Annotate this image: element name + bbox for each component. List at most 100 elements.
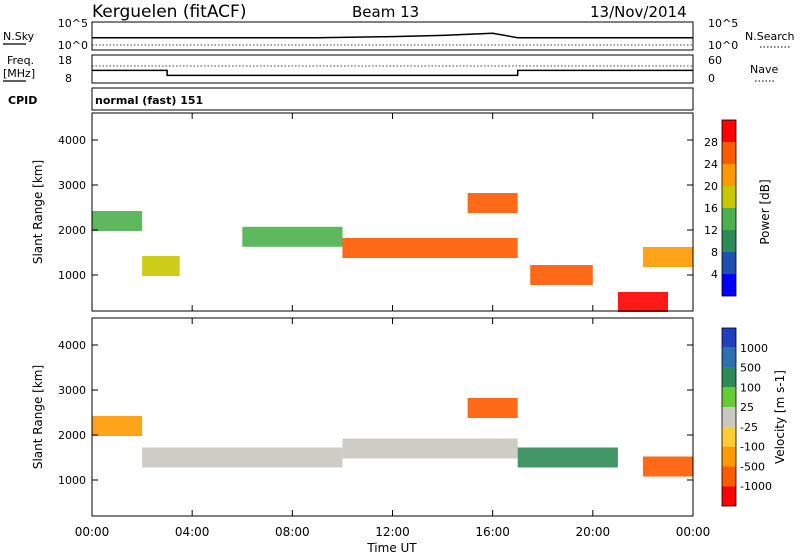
ytick-label-1: 2000 [58, 429, 86, 442]
power-feature-6 [642, 247, 693, 267]
power-colorbar-swatch-4 [722, 186, 736, 208]
power-colorbar-swatch-1 [722, 252, 736, 274]
velocity-colorbar-tick-5: -100 [740, 441, 765, 454]
nave-label: Nave [750, 63, 778, 76]
power-feature-1 [142, 256, 180, 276]
power-panel-bg [92, 113, 693, 311]
station-title: Kerguelen (fitACF) [92, 2, 246, 22]
cpid-value: normal (fast) 151 [95, 94, 203, 107]
sky-right-tick-top: 10^5 [708, 17, 738, 30]
freq-right-tick-top: 60 [708, 54, 722, 67]
xtick-label-0: 00:00 [75, 525, 110, 539]
ytick-label-3: 4000 [58, 134, 86, 147]
power-colorbar-swatch-3 [722, 208, 736, 230]
velocity-colorbar-swatch-7 [722, 466, 736, 487]
velocity-feature-3 [467, 398, 518, 418]
ytick-label-0: 1000 [58, 474, 86, 487]
velocity-colorbar-swatch-0 [722, 328, 736, 348]
power-colorbar-label: Power [dB] [758, 179, 772, 244]
time-axis: 00:00 04:00 08:00 12:00 16:00 20:00 00:00 [75, 525, 711, 539]
power-feature-3 [342, 238, 518, 258]
freq-right-tick-bottom: 0 [708, 72, 715, 85]
ytick-label-3: 4000 [58, 339, 86, 352]
ytick-label-2: 3000 [58, 179, 86, 192]
freq-left-tick-bottom: 8 [65, 72, 72, 85]
power-feature-5 [530, 265, 593, 285]
ytick-label-0: 1000 [58, 269, 86, 282]
beam-title: Beam 13 [352, 3, 419, 21]
velocity-feature-2 [342, 438, 518, 459]
velocity-colorbar-swatch-5 [722, 426, 736, 447]
velocity-colorbar-swatch-2 [722, 367, 736, 388]
sky-left-tick-bottom: 10^0 [58, 39, 88, 52]
velocity-panel: 1000 2000 3000 4000 Slant Range [km] [31, 317, 694, 517]
power-colorbar-tick-4: 20 [704, 180, 718, 193]
velocity-feature-1 [142, 447, 343, 468]
power-colorbar-swatch-2 [722, 230, 736, 252]
time-xlabel: Time UT [366, 541, 417, 554]
search-label: N.Search [745, 30, 795, 43]
freq-panel: Freq. [MHz] 18 8 60 0 Nave [3, 54, 778, 85]
power-colorbar-swatch-5 [722, 164, 736, 186]
sky-right-tick-bottom: 10^0 [708, 39, 738, 52]
velocity-ylabel: Slant Range [km] [31, 365, 45, 469]
velocity-marks [92, 398, 693, 477]
power-colorbar-swatch-7 [722, 120, 736, 142]
velocity-axes: 1000 2000 3000 4000 [58, 318, 694, 516]
power-colorbar-tick-6: 28 [704, 136, 718, 149]
xtick-label-3: 12:00 [375, 525, 410, 539]
freq-left-tick-top: 18 [58, 54, 72, 67]
power-colorbar-swatch-0 [722, 274, 736, 296]
freq-series-line [92, 69, 693, 77]
xtick-label-6: 00:00 [676, 525, 711, 539]
velocity-colorbar-tick-3: 25 [740, 401, 754, 414]
velocity-colorbar-tick-1: 500 [740, 362, 761, 375]
power-colorbar-tick-1: 8 [711, 246, 718, 259]
velocity-colorbar-swatch-1 [722, 347, 736, 368]
velocity-colorbar-label: Velocity [m s-1] [773, 370, 787, 464]
ytick-label-1: 2000 [58, 224, 86, 237]
xtick-label-1: 04:00 [175, 525, 210, 539]
velocity-colorbar-swatch-3 [722, 387, 736, 408]
freq-panel-frame [91, 54, 694, 84]
cpid-label: CPID [8, 94, 37, 107]
cpid-frame [91, 87, 694, 111]
velocity-colorbar-frame [721, 327, 737, 507]
velocity-colorbar-tick-6: -500 [740, 460, 765, 473]
sky-series-line [92, 32, 693, 39]
power-feature-2 [242, 226, 343, 247]
velocity-colorbar-swatch-6 [722, 446, 736, 467]
velocity-colorbar-swatch-4 [722, 407, 736, 427]
power-panel: 1000 2000 3000 4000 Slant Range [km] [31, 112, 694, 312]
velocity-panel-bg [92, 318, 693, 516]
sky-left-tick-top: 10^5 [58, 17, 88, 30]
power-axes: 1000 2000 3000 4000 [58, 113, 694, 311]
date-title: 13/Nov/2014 [590, 3, 687, 21]
power-colorbar-tick-2: 12 [704, 224, 718, 237]
ytick-label-2: 3000 [58, 384, 86, 397]
velocity-colorbar-swatch-8 [722, 486, 736, 506]
power-colorbar-tick-3: 16 [704, 202, 718, 215]
power-marks [92, 193, 693, 312]
xtick-label-2: 08:00 [275, 525, 310, 539]
power-colorbar-swatch-6 [722, 142, 736, 164]
power-colorbar-tick-0: 4 [711, 268, 718, 281]
cpid-row: CPID normal (fast) 151 [8, 87, 694, 111]
xtick-label-4: 16:00 [475, 525, 510, 539]
velocity-colorbar-tick-0: 1000 [740, 342, 768, 355]
velocity-colorbar: 1000 500 100 25 -25 -100 -500 -1000 [721, 327, 772, 507]
sky-panel: N.Sky 10^5 10^0 10^5 10^0 N.Search [3, 17, 795, 52]
sky-label: N.Sky [3, 30, 35, 43]
power-ylabel: Slant Range [km] [31, 160, 45, 264]
freq-label-line2: [MHz] [3, 67, 35, 80]
velocity-feature-4 [517, 447, 618, 468]
xtick-label-5: 20:00 [576, 525, 611, 539]
power-feature-7 [617, 292, 668, 312]
velocity-feature-5 [642, 456, 693, 477]
velocity-colorbar-tick-7: -1000 [740, 480, 772, 493]
power-feature-0 [92, 211, 143, 231]
velocity-colorbar-tick-2: 100 [740, 381, 761, 394]
sky-panel-frame [91, 21, 694, 51]
velocity-colorbar-tick-4: -25 [740, 421, 758, 434]
